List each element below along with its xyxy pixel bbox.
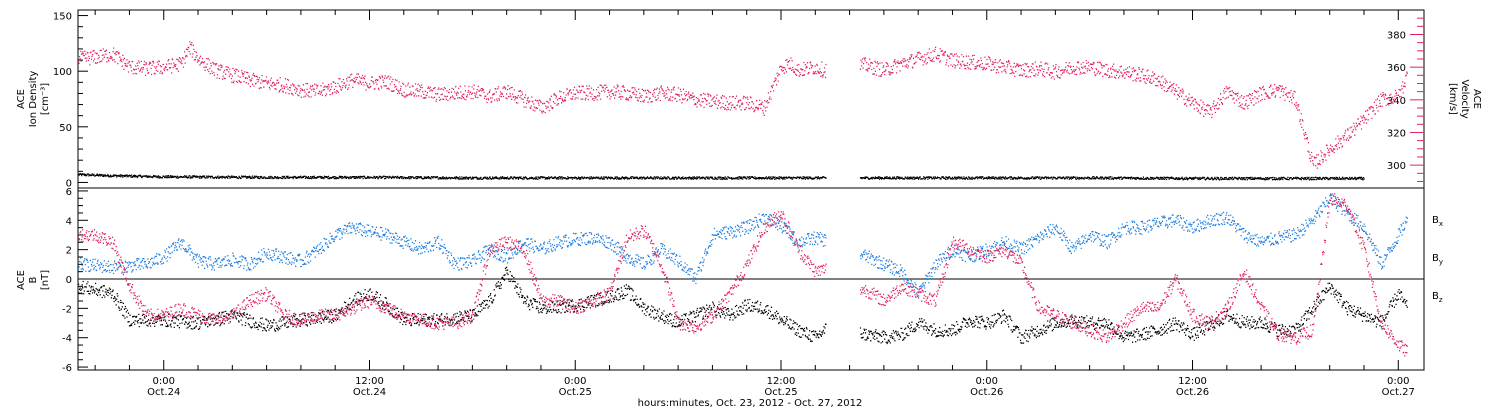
b-tick-label: 4 — [66, 216, 72, 227]
velocity-label-line1: ACE — [1471, 89, 1482, 109]
b-tick-label: -4 — [62, 334, 72, 345]
ion-density-series — [78, 172, 1365, 181]
velocity-label-line3: [km/s] — [1447, 83, 1458, 115]
bz-series — [78, 193, 1408, 357]
b-tick-label: -2 — [62, 304, 72, 315]
ion-density-label-line2: Ion Density — [28, 71, 39, 128]
panel1-right-axis: 300 320 340 360 380 — [1387, 17, 1424, 182]
panel1-frame — [77, 9, 1425, 189]
b-tick-label: -6 — [62, 363, 72, 374]
panel1-series — [78, 41, 1408, 181]
legend-bx: Bx — [1432, 215, 1443, 228]
velocity-label-line2: Velocity — [1459, 79, 1470, 118]
legend-by-subscript: y — [1439, 258, 1443, 266]
date-tick-label: Oct.24 — [353, 387, 386, 398]
ion-density-velocity-panel: 0 50 100 150 300 320 340 360 380 ACE Ion Densit… — [16, 9, 1482, 189]
time-axis: 0:00Oct.2412:00Oct.240:00Oct.2512:00Oct.… — [94, 10, 1415, 398]
date-tick-label: Oct.26 — [1176, 387, 1209, 398]
density-tick-label: 50 — [59, 123, 72, 134]
legend-by: By — [1432, 253, 1443, 266]
b-label-line2: B — [28, 276, 39, 283]
panel1-left-axis: 0 50 100 150 — [53, 12, 88, 189]
panel2-left-axis: -6 -4 -2 0 2 4 6 — [62, 187, 88, 374]
legend-bz-subscript: z — [1439, 296, 1443, 304]
bx-series — [78, 266, 1408, 345]
time-tick-label: 0:00 — [976, 376, 998, 387]
ion-density-label-line1: ACE — [16, 89, 27, 109]
b-tick-label: 6 — [66, 187, 72, 198]
velocity-tick-label: 380 — [1387, 30, 1406, 41]
density-tick-label: 0 — [66, 178, 72, 189]
date-tick-label: Oct.27 — [1382, 387, 1415, 398]
velocity-series — [78, 41, 1408, 169]
velocity-tick-label: 320 — [1387, 128, 1406, 139]
b-label-line3: [nT] — [40, 270, 51, 290]
b-tick-label: 0 — [66, 275, 72, 286]
time-tick-label: 12:00 — [355, 376, 384, 387]
date-tick-label: Oct.24 — [147, 387, 180, 398]
time-tick-label: 0:00 — [564, 376, 586, 387]
velocity-tick-label: 360 — [1387, 63, 1406, 74]
legend-bz: Bz — [1432, 291, 1443, 304]
velocity-tick-label: 300 — [1387, 161, 1406, 172]
panel2-series — [78, 193, 1408, 357]
date-tick-label: Oct.25 — [764, 387, 797, 398]
legend-bx-subscript: x — [1439, 220, 1443, 228]
density-tick-label: 150 — [53, 12, 72, 23]
time-tick-label: 12:00 — [767, 376, 796, 387]
x-axis-title: hours:minutes, Oct. 23, 2012 - Oct. 27, … — [638, 398, 863, 409]
b-tick-label: 2 — [66, 246, 72, 257]
ion-density-label-line3: [cm⁻³] — [40, 83, 51, 115]
by-series — [78, 193, 1408, 298]
date-tick-label: Oct.26 — [970, 387, 1003, 398]
magnetic-field-panel: -6 -4 -2 0 2 4 6 ACE B [nT] Bx By Bz — [16, 187, 1443, 374]
time-tick-label: 0:00 — [1387, 376, 1409, 387]
b-label-line1: ACE — [16, 270, 27, 290]
density-tick-label: 100 — [53, 67, 72, 78]
velocity-tick-label: 340 — [1387, 96, 1406, 107]
time-tick-label: 12:00 — [1178, 376, 1207, 387]
date-tick-label: Oct.25 — [559, 387, 592, 398]
time-tick-label: 0:00 — [152, 376, 174, 387]
